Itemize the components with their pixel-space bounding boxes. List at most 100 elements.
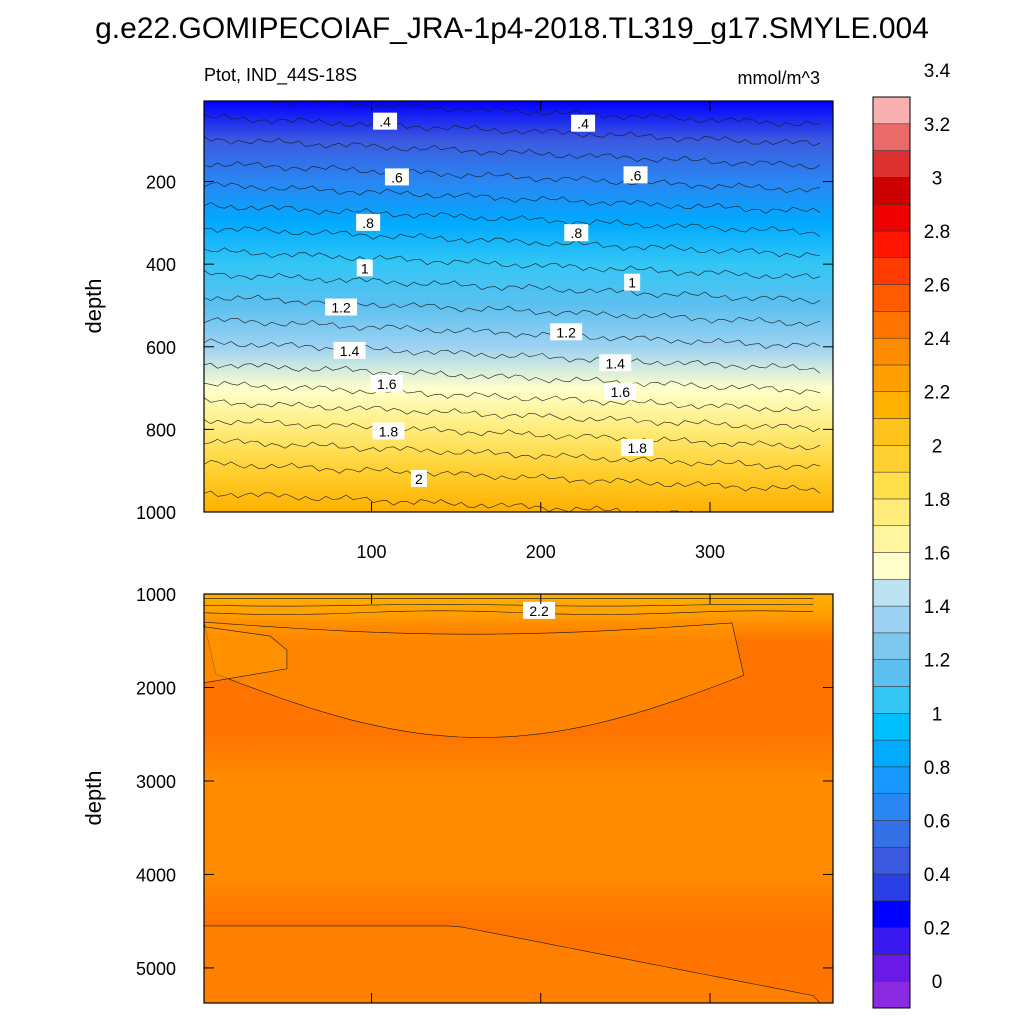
contour-line <box>204 610 814 615</box>
contour-label: 1.8 <box>372 422 405 440</box>
contour-label: .8 <box>356 213 381 231</box>
y-tick-label: 2000 <box>136 678 176 698</box>
colorbar-label: 3.2 <box>924 115 950 136</box>
contour-line <box>204 317 821 349</box>
colorbar-swatch <box>872 820 911 848</box>
lower-frame <box>203 593 834 1004</box>
contour-line <box>215 101 821 127</box>
contour-line <box>204 294 821 327</box>
colorbar-swatch <box>872 900 911 928</box>
contour-label-text: 2 <box>415 471 423 487</box>
lower-panel: 2.2 1000 2000 3000 4000 5000 depth <box>81 585 834 1004</box>
contour-label-text: 2.2 <box>529 603 549 619</box>
colorbar-label: 0.6 <box>924 811 950 832</box>
colorbar-label: 0.4 <box>924 865 951 886</box>
contour-label: 1.6 <box>370 374 403 392</box>
contour-line <box>204 113 821 147</box>
contour-label-text: .8 <box>570 225 582 241</box>
contour-line <box>204 621 745 738</box>
colorbar-swatch <box>872 873 911 902</box>
contour-label: 1.2 <box>550 323 583 341</box>
colorbar-swatch <box>872 337 911 366</box>
colorbar-label: 0.8 <box>924 758 950 779</box>
colorbar-swatch <box>872 954 911 982</box>
colorbar-label: 1.6 <box>924 544 950 565</box>
colorbar-swatch <box>872 257 911 285</box>
contour-line <box>204 380 821 413</box>
contour-label-text: .4 <box>577 116 589 132</box>
lower-axis-ticks: 1000 2000 3000 4000 5000 <box>136 585 833 1003</box>
lower-contour-labels: 2.2 <box>523 601 556 619</box>
colorbar-swatch <box>872 980 911 1009</box>
colorbar-swatch <box>872 391 911 419</box>
contour-line <box>204 438 821 471</box>
contour-label: .8 <box>564 224 589 242</box>
contour-label-text: 1.8 <box>627 440 647 456</box>
upper-frame <box>203 100 834 513</box>
colorbar-swatch <box>872 177 911 205</box>
colorbar-label: 0.2 <box>924 919 950 940</box>
contour-label: .6 <box>623 166 648 184</box>
contour-label: .6 <box>384 168 409 186</box>
upper-subtitle-units: mmol/m^3 <box>738 68 820 88</box>
contour-label-text: 1 <box>628 275 636 291</box>
colorbar-label: 1.4 <box>924 597 951 618</box>
colorbar-swatch <box>872 311 911 339</box>
y-tick-label: 1000 <box>136 585 176 605</box>
contour-line <box>204 490 695 512</box>
colorbar-label: 1.2 <box>924 651 950 672</box>
colorbar-swatch <box>872 739 911 768</box>
contour-label: .4 <box>373 112 398 130</box>
y-tick-label: 1000 <box>136 503 176 523</box>
colorbar-swatch <box>872 846 911 875</box>
colorbar-swatch <box>872 498 911 526</box>
colorbar-swatch <box>872 713 911 741</box>
contour-line <box>204 603 814 607</box>
colorbar-label: 2.4 <box>924 329 951 350</box>
contour-label-text: .6 <box>630 167 642 183</box>
x-tick-label: 200 <box>526 542 556 562</box>
colorbar-label: 3 <box>932 168 943 189</box>
contour-line <box>204 925 821 1003</box>
y-tick-label: 800 <box>146 420 176 440</box>
colorbar-swatch <box>872 579 911 607</box>
contour-label-text: .4 <box>379 114 391 130</box>
contour-label: 1.4 <box>333 341 366 359</box>
upper-axis-ticks: 200 400 600 800 1000 100 200 300 <box>136 101 833 562</box>
colorbar-label: 2.2 <box>924 383 950 404</box>
colorbar-swatch <box>872 364 911 392</box>
colorbar-swatch <box>872 632 911 660</box>
contour-label: 1 <box>624 273 641 291</box>
colorbar-label: 0 <box>932 972 943 993</box>
contour-line <box>204 226 821 258</box>
figure-title: g.e22.GOMIPECOIAF_JRA-1p4-2018.TL319_g17… <box>95 12 929 45</box>
colorbar-label: 2.6 <box>924 276 950 297</box>
contour-label: 1 <box>356 259 373 277</box>
contour-line <box>204 135 821 170</box>
upper-contour-labels: .4 .4 .6 .6 .8 .8 1 1 1.2 1.2 1.4 1.4 1.6 1.6 1.8 1.8 2 <box>325 112 654 487</box>
lower-field <box>204 594 833 1003</box>
contour-label: .4 <box>571 114 596 132</box>
lower-ylabel: depth <box>81 770 106 825</box>
contour-line <box>204 161 821 194</box>
contour-line <box>204 626 288 684</box>
colorbar-swatch <box>872 418 911 446</box>
colorbar-label: 3.4 <box>924 61 951 82</box>
colorbar-label: 1.8 <box>924 490 950 511</box>
contour-label-text: .6 <box>391 169 403 185</box>
contour-label-text: 1.2 <box>331 300 351 316</box>
contour-line <box>204 182 821 214</box>
colorbar-swatch <box>872 150 911 178</box>
contour-line <box>204 269 821 305</box>
colorbar-swatch <box>872 284 911 312</box>
contour-line <box>204 362 821 395</box>
lower-contour-lines <box>204 598 821 1003</box>
upper-contour-lines <box>204 101 821 512</box>
upper-field <box>204 101 833 512</box>
contour-line <box>204 459 821 494</box>
colorbar-frame <box>872 96 911 1009</box>
colorbar-swatch <box>872 525 911 553</box>
contour-label: 1.8 <box>621 438 654 456</box>
x-tick-label: 100 <box>357 542 387 562</box>
